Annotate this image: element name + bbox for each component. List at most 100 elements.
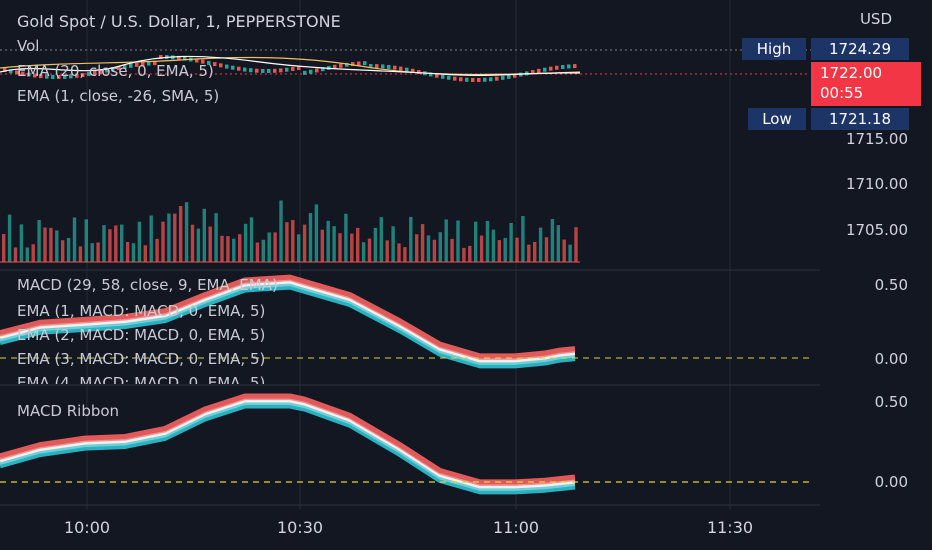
volume-bar	[43, 227, 47, 262]
volume-bar	[479, 235, 484, 262]
volume-bar	[196, 228, 201, 262]
volume-bar	[533, 241, 537, 262]
candle	[57, 74, 61, 79]
candle	[339, 63, 343, 68]
volume-bar	[255, 242, 260, 262]
candle	[513, 73, 517, 78]
volume-bar	[409, 216, 413, 262]
volume-bar	[220, 235, 224, 262]
candle	[45, 74, 49, 79]
candle	[3, 68, 7, 72]
indicator-vol[interactable]: Vol	[17, 37, 40, 55]
candle	[69, 74, 73, 79]
ribbon-axis-label: 0.50	[874, 393, 908, 411]
time-tick-label: 10:00	[63, 518, 111, 537]
volume-bar	[574, 227, 578, 262]
candle	[489, 77, 493, 82]
indicator-macd-ribbon[interactable]: MACD Ribbon	[17, 402, 120, 420]
candle	[363, 61, 367, 66]
candle	[141, 62, 145, 67]
volume-bar	[108, 229, 112, 262]
price-axis-label: 1705.00	[845, 221, 908, 239]
indicator-macd[interactable]: MACD (29, 58, close, 9, EMA, EMA)	[17, 276, 278, 294]
candle	[351, 62, 355, 67]
indicator-ema-macd-1[interactable]: EMA (1, MACD: MACD, 0, EMA, 5)	[17, 302, 266, 320]
volume-bar	[338, 233, 342, 262]
volume-bar	[49, 227, 53, 262]
candle	[297, 65, 301, 70]
indicator-ema-1[interactable]: EMA (1, close, -26, SMA, 5)	[17, 87, 220, 105]
candle	[495, 76, 499, 81]
candle	[213, 62, 217, 67]
time-tick-label: 10:30	[276, 518, 324, 537]
candle	[315, 68, 319, 73]
indicator-ema-20[interactable]: EMA (20, close, 0, EMA, 5)	[17, 62, 214, 80]
candle	[381, 64, 385, 69]
candle	[411, 68, 415, 73]
candle	[405, 67, 409, 72]
ema-line	[0, 56, 581, 76]
candle	[285, 67, 289, 72]
candle	[471, 77, 475, 82]
volume-bar	[550, 218, 555, 262]
volume-bar	[332, 226, 336, 262]
candle	[477, 77, 481, 82]
time-tick-label: 11:30	[706, 518, 754, 537]
indicator-ema-macd-3[interactable]: EMA (3, MACD: MACD, 0, EMA, 5)	[17, 350, 266, 368]
candle	[357, 61, 361, 66]
indicator-ema-macd-2[interactable]: EMA (2, MACD: MACD, 0, EMA, 5)	[17, 326, 266, 344]
candle	[27, 72, 31, 77]
volume-bar	[468, 245, 472, 262]
volume-bar	[238, 234, 242, 262]
volume-bar	[173, 213, 177, 262]
last-price-badge: 1722.00 00:55	[811, 62, 921, 106]
candle	[231, 65, 235, 70]
volume-bar	[438, 232, 442, 262]
volume-bar	[415, 234, 419, 262]
candle	[21, 71, 25, 76]
candle	[483, 77, 487, 82]
candle	[99, 69, 103, 74]
volume-bar	[497, 240, 501, 262]
macd-axis-label: 0.00	[874, 350, 908, 368]
volume-bar	[527, 244, 531, 262]
volume-bar	[31, 244, 35, 262]
candle	[447, 75, 451, 80]
candle	[123, 64, 127, 69]
indicator-ema-macd-4[interactable]: EMA (4, MACD: MACD, 0, EMA, 5)	[17, 374, 266, 384]
volume-bar	[344, 213, 348, 262]
high-badge-label: High	[742, 38, 806, 60]
candle	[255, 68, 259, 73]
volume-bar	[314, 204, 319, 262]
candle	[135, 62, 139, 67]
candle	[501, 75, 505, 80]
volume-bar	[385, 240, 389, 262]
candle	[81, 73, 85, 78]
volume-bar	[55, 230, 59, 262]
volume-bar	[102, 225, 106, 262]
volume-bar	[90, 243, 94, 262]
currency-label[interactable]: USD	[859, 10, 892, 28]
candle	[561, 64, 565, 69]
volume-bar	[19, 224, 24, 262]
volume-bar	[279, 200, 283, 262]
macd-axis-label: 0.50	[874, 276, 908, 294]
candle	[225, 64, 229, 69]
ribbon-series-line	[0, 399, 576, 489]
candle	[375, 64, 379, 69]
volume-bar	[562, 239, 566, 262]
volume-bar	[261, 239, 265, 262]
candle	[429, 72, 433, 77]
low-badge-value: 1721.18	[811, 108, 909, 130]
volume-bar	[521, 216, 525, 262]
volume-bar	[125, 241, 130, 262]
candle	[531, 70, 535, 75]
candle	[291, 66, 295, 71]
volume-bar	[78, 246, 83, 262]
volume-bar	[302, 224, 307, 262]
candle	[15, 70, 19, 75]
volume-bar	[403, 247, 407, 262]
volume-bar	[179, 206, 183, 262]
candle	[207, 60, 211, 65]
symbol-title[interactable]: Gold Spot / U.S. Dollar, 1, PEPPERSTONE	[17, 12, 341, 31]
